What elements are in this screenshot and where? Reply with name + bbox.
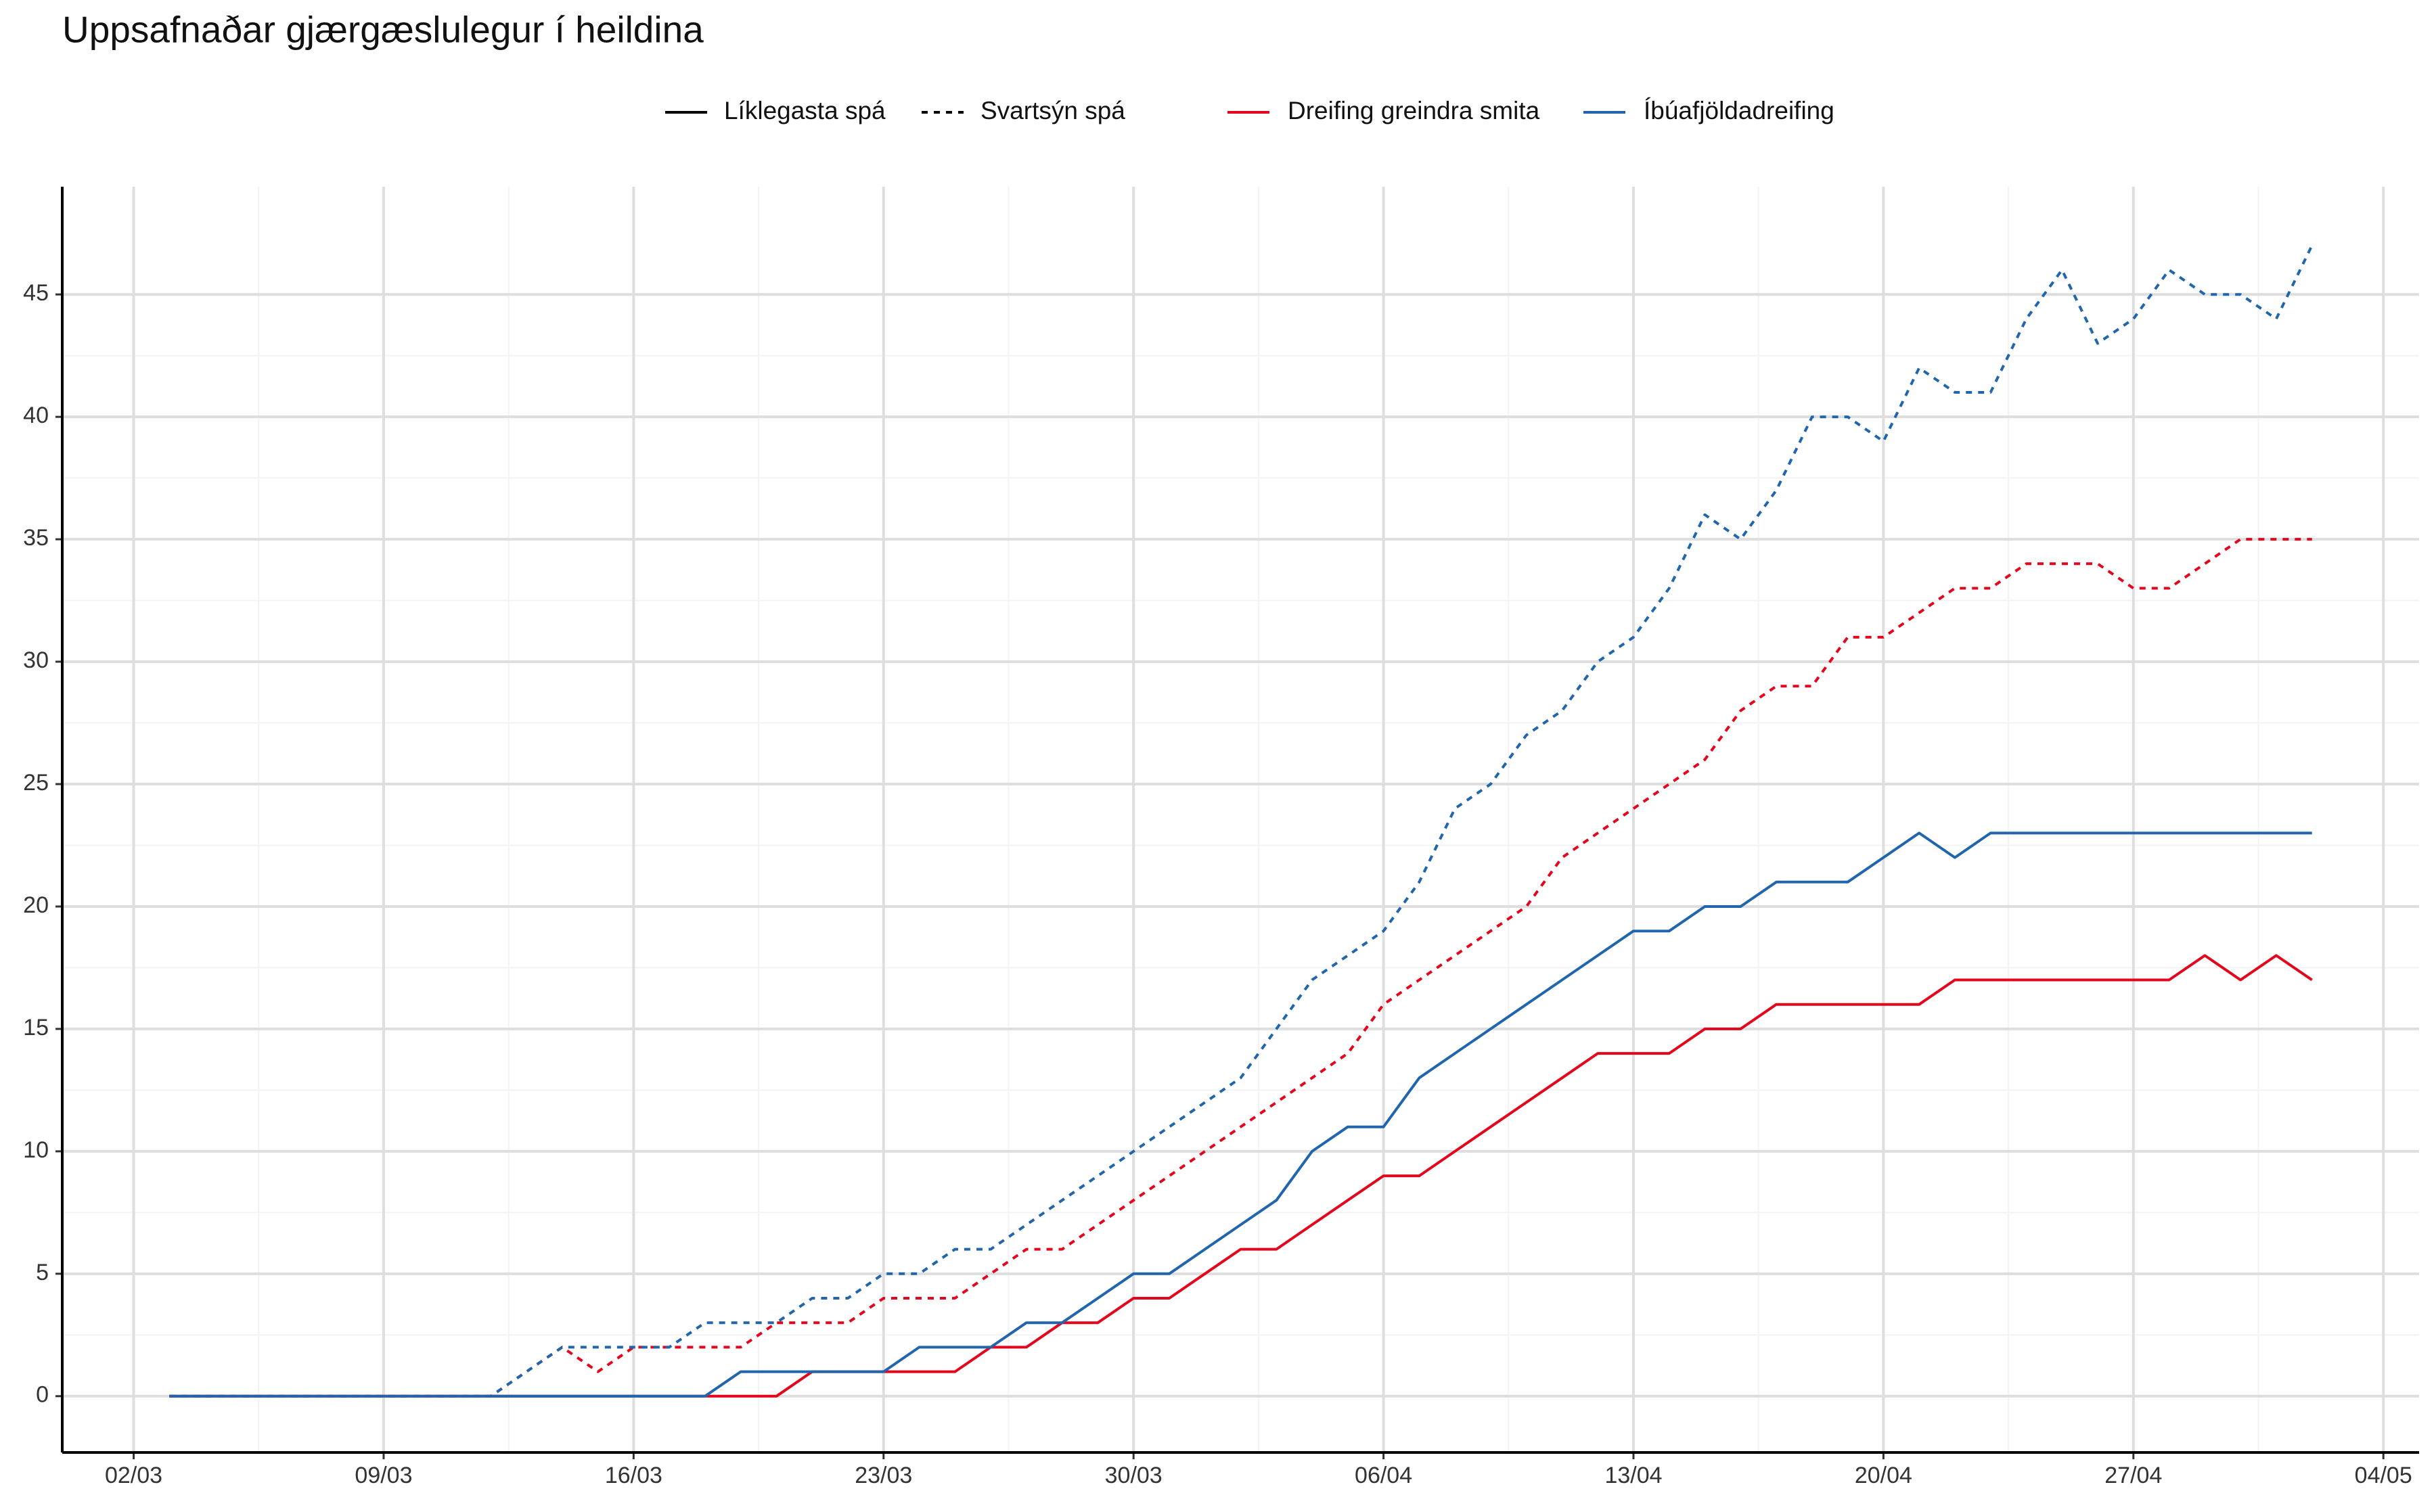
y-tick-label: 40	[23, 403, 49, 428]
y-tick-label: 35	[23, 525, 49, 551]
y-tick-label: 15	[23, 1015, 49, 1040]
y-tick-label: 5	[36, 1260, 49, 1285]
x-tick-label: 13/04	[1604, 1463, 1662, 1488]
x-tick-label: 04/05	[2355, 1463, 2412, 1488]
lines	[169, 245, 2314, 1398]
legend-label: Svartsýn spá	[980, 97, 1125, 124]
x-tick-label: 30/03	[1105, 1463, 1163, 1488]
x-tick-label: 16/03	[605, 1463, 662, 1488]
x-tick-label: 02/03	[105, 1463, 162, 1488]
chart-title: Uppsafnaðar gjærgæslulegur í heildina	[62, 9, 704, 51]
grid	[62, 187, 2419, 1452]
y-tick-label: 25	[23, 770, 49, 796]
legend: Líklegasta spá Svartsýn spá Dreifing grein…	[665, 97, 1834, 124]
legend-label: Dreifing greindra smita	[1288, 97, 1540, 124]
y-tick-label: 45	[23, 280, 49, 306]
y-tick-label: 30	[23, 647, 49, 673]
y-tick-label: 0	[36, 1382, 49, 1408]
axes: 0 5 10 15 20 25 30 35 40 45 02/03 09/03 16/03 23/03 30…	[23, 187, 2419, 1488]
x-tick-label: 20/04	[1855, 1463, 1912, 1488]
legend-label: Íbúafjöldadreifing	[1644, 97, 1834, 124]
series-line	[169, 954, 2313, 1398]
x-tick-label: 27/04	[2104, 1463, 2162, 1488]
legend-label: Líklegasta spá	[724, 97, 886, 124]
series-line	[169, 538, 2312, 1398]
x-tick-label: 09/03	[355, 1463, 412, 1488]
y-tick-label: 10	[23, 1137, 49, 1163]
y-tick-label: 20	[23, 892, 49, 918]
x-tick-label: 06/04	[1355, 1463, 1412, 1488]
x-tick-label: 23/03	[855, 1463, 912, 1488]
series-line	[169, 245, 2314, 1398]
series-line	[169, 831, 2312, 1398]
